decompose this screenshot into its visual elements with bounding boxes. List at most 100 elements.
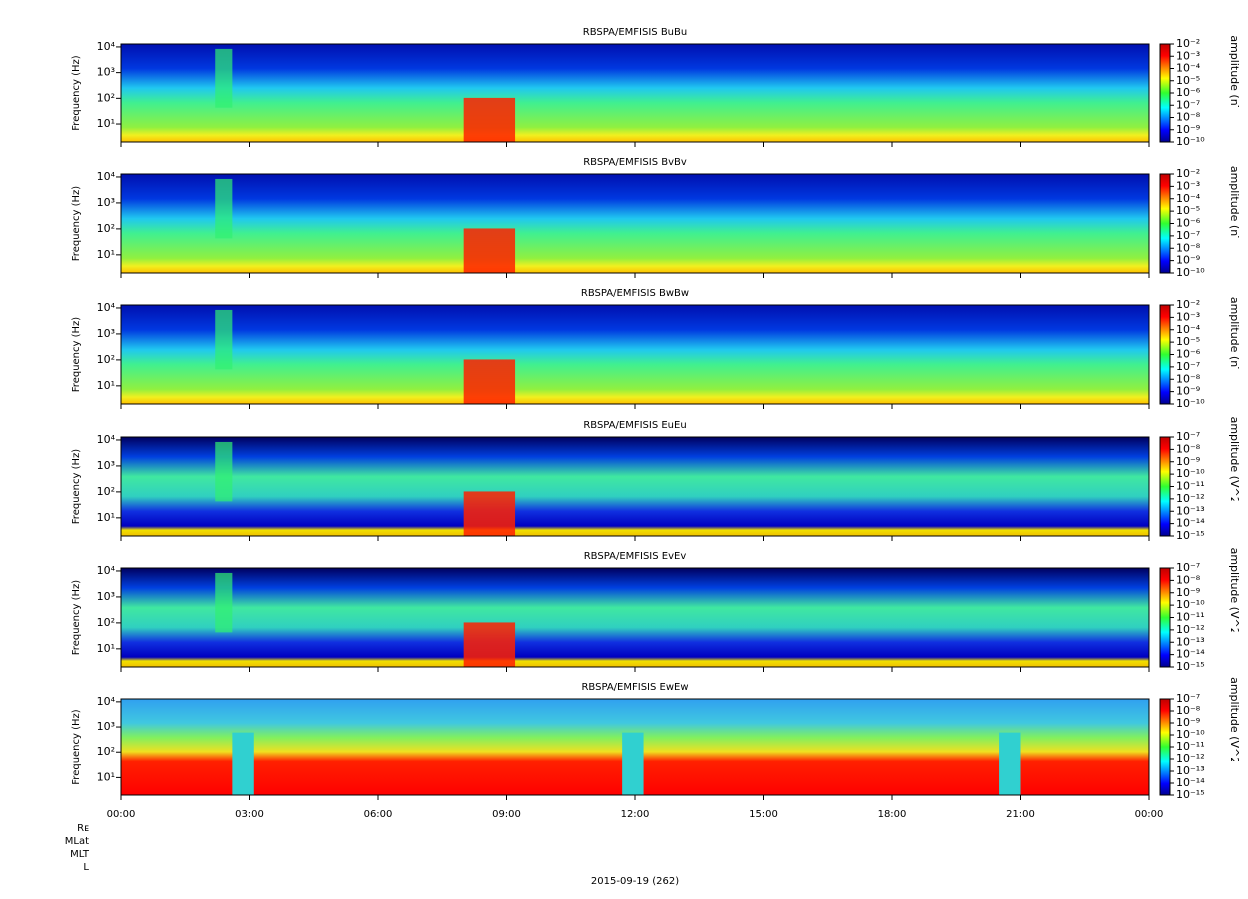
colorbar-tick-label: 10⁻¹⁰ [1176, 598, 1205, 611]
colorbar-tick-label: 10⁻⁹ [1176, 385, 1200, 398]
spectrogram [121, 44, 1149, 142]
y-tick-label: 10¹ [97, 379, 115, 392]
colorbar-tick-label: 10⁻⁸ [1176, 573, 1201, 586]
spectrogram [121, 174, 1149, 273]
colorbar-tick-label: 10⁻⁵ [1176, 335, 1200, 348]
colorbar-tick-label: 10⁻⁵ [1176, 74, 1200, 87]
spectrogram-feature [463, 622, 516, 667]
colorbar-tick-label: 10⁻¹¹ [1176, 740, 1205, 753]
ephemeris-label: Rᴇ [77, 823, 89, 834]
y-tick-label: 10⁴ [97, 301, 116, 314]
x-tick-label: 06:00 [364, 809, 393, 820]
panel-title: RBSPA/EMFISIS EwEw [581, 682, 688, 693]
panel-title: RBSPA/EMFISIS BuBu [583, 27, 687, 38]
colorbar-tick-label: 10⁻¹⁰ [1176, 467, 1205, 480]
y-tick-label: 10² [97, 91, 115, 104]
colorbar [1159, 436, 1171, 537]
colorbar-tick-label: 10⁻⁶ [1176, 217, 1201, 230]
colorbar-tick-label: 10⁻⁷ [1176, 692, 1200, 705]
colorbar-tick-label: 10⁻¹⁰ [1176, 728, 1205, 741]
x-tick-label: 18:00 [878, 809, 907, 820]
y-tick-label: 10¹ [97, 117, 115, 130]
colorbar-tick-label: 10⁻⁸ [1176, 442, 1201, 455]
x-tick-label: 12:00 [621, 809, 650, 820]
x-tick-label: 03:00 [235, 809, 264, 820]
colorbar-tick-label: 10⁻³ [1176, 179, 1200, 192]
colorbar-tick-label: 10⁻¹² [1176, 492, 1205, 505]
y-tick-label: 10² [97, 353, 115, 366]
y-tick-label: 10³ [97, 590, 115, 603]
date-label: 2015-09-19 (262) [591, 876, 679, 887]
colorbar-tick-label: 10⁻⁶ [1176, 86, 1201, 99]
colorbar-tick-label: 10⁻² [1176, 298, 1200, 311]
colorbar-tick-label: 10⁻⁸ [1176, 372, 1201, 385]
y-tick-label: 10¹ [97, 248, 115, 261]
y-tick-label: 10³ [97, 327, 115, 340]
y-tick-label: 10¹ [97, 770, 115, 783]
y-axis-label: Frequency (Hz) [71, 709, 82, 785]
colorbar-tick-label: 10⁻⁷ [1176, 561, 1200, 574]
colorbar-tick-label: 10⁻⁷ [1176, 360, 1200, 373]
colorbar-tick-label: 10⁻¹⁵ [1176, 788, 1205, 801]
panel-title: RBSPA/EMFISIS EvEv [584, 551, 687, 562]
x-tick-label: 00:00 [107, 809, 136, 820]
spectrogram-feature [232, 732, 254, 795]
colorbar-tick-label: 10⁻⁹ [1176, 123, 1200, 136]
colorbar-tick-label: 10⁻⁴ [1176, 323, 1201, 336]
colorbar-tick-label: 10⁻⁹ [1176, 586, 1200, 599]
spectrogram [121, 437, 1149, 536]
colorbar-tick-label: 10⁻² [1176, 37, 1200, 50]
y-tick-label: 10² [97, 485, 115, 498]
y-tick-label: 10² [97, 745, 115, 758]
colorbar-tick-label: 10⁻³ [1176, 310, 1200, 323]
y-tick-label: 10⁴ [97, 564, 116, 577]
colorbar-tick-label: 10⁻¹² [1176, 623, 1205, 636]
colorbar-tick-label: 10⁻¹⁰ [1176, 397, 1205, 410]
colorbar-tick-label: 10⁻¹⁰ [1176, 266, 1205, 279]
colorbar-label: amplitude (nT^2/Hz) [1228, 166, 1241, 281]
spectrogram-feature [463, 97, 516, 142]
colorbar-tick-label: 10⁻¹¹ [1176, 611, 1205, 624]
y-axis-label: Frequency (Hz) [71, 449, 82, 525]
spectrogram-feature [463, 359, 516, 404]
spectrogram-feature [463, 228, 516, 273]
spectrogram-feature [215, 309, 233, 370]
colorbar [1159, 304, 1171, 405]
spectrogram [121, 305, 1149, 404]
y-tick-label: 10³ [97, 196, 115, 209]
panel-title: RBSPA/EMFISIS EuEu [583, 420, 686, 431]
colorbar-tick-label: 10⁻⁸ [1176, 704, 1201, 717]
colorbar-label: amplitude (nT^2/Hz) [1228, 35, 1241, 150]
panel-title: RBSPA/EMFISIS BwBw [581, 288, 689, 299]
y-tick-label: 10⁴ [97, 170, 116, 183]
colorbar-tick-label: 10⁻¹⁰ [1176, 135, 1205, 148]
colorbar-tick-label: 10⁻⁹ [1176, 716, 1200, 729]
spectrogram-feature [215, 441, 233, 502]
colorbar-tick-label: 10⁻¹⁴ [1176, 517, 1205, 530]
colorbar-tick-label: 10⁻¹³ [1176, 504, 1205, 517]
colorbar-tick-label: 10⁻⁶ [1176, 348, 1201, 361]
y-tick-label: 10⁴ [97, 695, 116, 708]
colorbar-tick-label: 10⁻¹⁵ [1176, 529, 1205, 542]
y-tick-label: 10⁴ [97, 40, 116, 53]
colorbar-tick-label: 10⁻¹² [1176, 752, 1205, 765]
x-tick-label: 00:00 [1135, 809, 1164, 820]
spectrogram-feature [215, 572, 233, 633]
colorbar-tick-label: 10⁻⁸ [1176, 241, 1201, 254]
spectrogram-feature [463, 491, 516, 536]
y-tick-label: 10³ [97, 459, 115, 472]
colorbar-tick-label: 10⁻⁴ [1176, 192, 1201, 205]
colorbar-label: amplitude (V^2/m^2/Hz) [1228, 548, 1241, 688]
y-axis-label: Frequency (Hz) [71, 55, 82, 131]
colorbar-tick-label: 10⁻⁹ [1176, 455, 1200, 468]
colorbar-tick-label: 10⁻¹⁵ [1176, 660, 1205, 673]
x-tick-label: 09:00 [492, 809, 521, 820]
spectrogram-feature [622, 732, 644, 795]
colorbar-tick-label: 10⁻⁸ [1176, 111, 1201, 124]
colorbar-label: amplitude (V^2/m^2/Hz) [1228, 677, 1241, 817]
ephemeris-label: MLat [65, 836, 89, 847]
colorbar [1159, 173, 1171, 274]
ephemeris-label: MLT [70, 849, 90, 860]
colorbar-tick-label: 10⁻⁹ [1176, 254, 1200, 267]
